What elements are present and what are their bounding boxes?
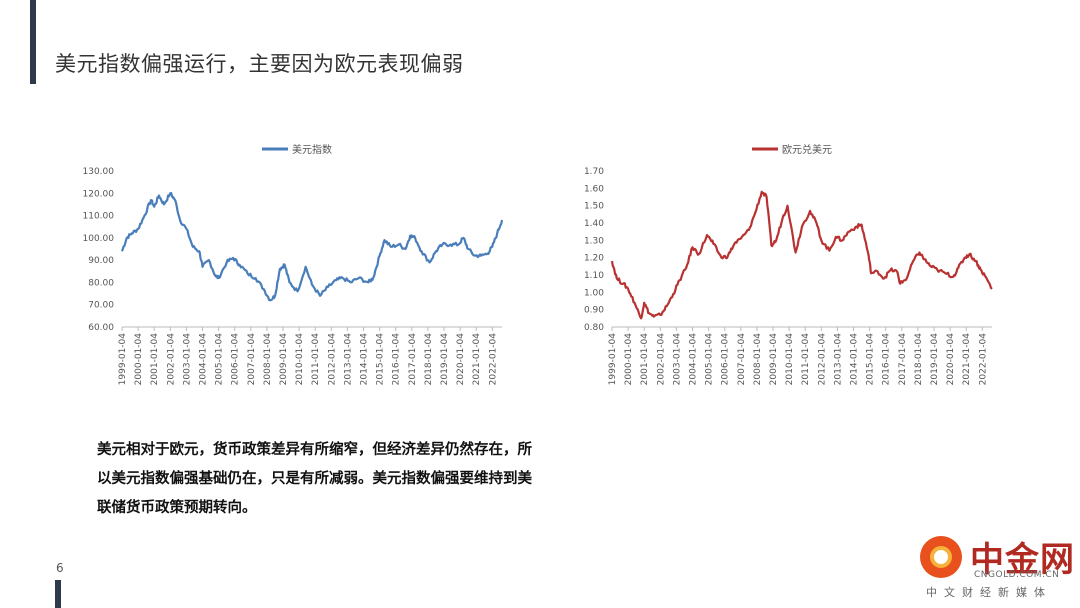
y-tick-label: 1.60 [584,184,604,194]
x-tick-label: 2003-01-04 [672,333,682,386]
y-tick-label: 60.00 [88,323,114,333]
x-tick-label: 2020-01-04 [456,333,466,386]
x-tick-label: 2016-01-04 [392,333,402,386]
x-tick-label: 2000-01-04 [624,333,634,386]
legend-label: 美元指数 [292,143,332,156]
usd-index-chart-svg: 美元指数 60.00 70.00 80.00 90.00 100.00 110.00 120.… [83,143,504,386]
y-tick-label: 90.00 [88,256,114,266]
page-title: 美元指数偏强运行，主要因为欧元表现偏弱 [55,52,464,76]
cngold-logo: 中金网 CNGOLD.COM.CN 中文财经新媒体 [912,530,1075,602]
logo-emblem-icon [920,536,962,578]
x-tick-label: 2015-01-04 [376,333,386,386]
y-tick-label: 70.00 [88,301,114,311]
x-tick-label: 2015-01-04 [866,333,876,386]
eurusd-chart: 欧元兑美元 0.80 0.90 1.00 1.10 1.20 1.30 1.40 1.50 1.6… [560,135,1000,390]
logo-domain: CNGOLD.COM.CN [974,570,1060,580]
x-tick-label: 2006-01-04 [231,333,241,386]
y-tick-label: 1.10 [584,271,604,281]
logo-name: 中金网 [970,540,1075,580]
y-tick-label: 0.90 [584,306,604,316]
x-tick-label: 2019-01-04 [930,333,940,386]
y-tick-label: 0.80 [584,323,604,333]
x-tick-label: 2012-01-04 [327,333,337,386]
y-tick-label: 1.70 [584,167,604,177]
x-tick-label: 2017-01-04 [408,333,418,386]
x-tick-label: 2017-01-04 [898,333,908,386]
series-line [120,191,504,302]
footer-accent-bar [55,580,61,608]
series-line [610,190,993,320]
page-number: 6 [56,561,64,575]
y-tick-label: 110.00 [83,212,115,222]
y-tick-label: 1.00 [584,288,604,298]
body-paragraph: 美元相对于欧元，货币政策差异有所缩窄，但经济差异仍然存在，所以美元指数偏强基础仍… [97,442,532,516]
title-accent-bar [30,0,36,84]
x-tick-label: 2009-01-04 [769,333,779,386]
x-tick-label: 2007-01-04 [247,333,257,386]
x-tick-label: 2014-01-04 [850,333,860,386]
y-tick-label: 80.00 [88,278,114,288]
x-tick-label: 2013-01-04 [343,333,353,386]
y-tick-label: 1.40 [584,219,604,229]
x-tick-label: 2014-01-04 [360,333,370,386]
x-tick-label: 2002-01-04 [166,333,176,386]
x-tick-label: 2008-01-04 [753,333,763,386]
y-tick-label: 120.00 [83,189,115,199]
x-tick-label: 2001-01-04 [150,333,160,386]
x-tick-label: 2019-01-04 [440,333,450,386]
x-tick-label: 2002-01-04 [656,333,666,386]
x-tick-label: 1999-01-04 [608,333,618,386]
usd-index-chart: 美元指数 60.00 70.00 80.00 90.00 100.00 110.00 120.… [70,135,510,390]
x-tick-label: 2020-01-04 [946,333,956,386]
x-tick-label: 2000-01-04 [134,333,144,386]
x-tick-label: 1999-01-04 [118,333,128,386]
x-tick-label: 2018-01-04 [914,333,924,386]
x-tick-label: 2018-01-04 [424,333,434,386]
x-tick-label: 2021-01-04 [472,333,482,386]
y-tick-label: 130.00 [83,167,115,177]
x-tick-label: 2022-01-04 [488,333,498,386]
x-tick-label: 2011-01-04 [311,333,321,386]
x-tick-label: 2022-01-04 [978,333,988,386]
x-tick-label: 2008-01-04 [263,333,273,386]
legend-label: 欧元兑美元 [782,143,832,156]
x-tick-label: 2012-01-04 [817,333,827,386]
x-tick-label: 2013-01-04 [833,333,843,386]
y-tick-label: 1.50 [584,202,604,212]
x-tick-label: 2011-01-04 [801,333,811,386]
y-tick-label: 1.30 [584,236,604,246]
x-tick-label: 2005-01-04 [215,333,225,386]
x-tick-label: 2009-01-04 [279,333,289,386]
x-tick-label: 2003-01-04 [182,333,192,386]
x-tick-label: 2010-01-04 [785,333,795,386]
x-tick-label: 2001-01-04 [640,333,650,386]
eurusd-chart-svg: 欧元兑美元 0.80 0.90 1.00 1.10 1.20 1.30 1.40 1.50 1.6… [584,143,993,386]
y-tick-label: 100.00 [83,234,115,244]
x-tick-label: 2004-01-04 [689,333,699,386]
x-tick-label: 2004-01-04 [199,333,209,386]
x-tick-label: 2007-01-04 [737,333,747,386]
x-tick-label: 2010-01-04 [295,333,305,386]
x-tick-label: 2006-01-04 [721,333,731,386]
y-tick-label: 1.20 [584,254,604,264]
logo-tagline: 中文财经新媒体 [926,586,1052,599]
x-tick-label: 2016-01-04 [882,333,892,386]
x-tick-label: 2005-01-04 [705,333,715,386]
x-tick-label: 2021-01-04 [962,333,972,386]
